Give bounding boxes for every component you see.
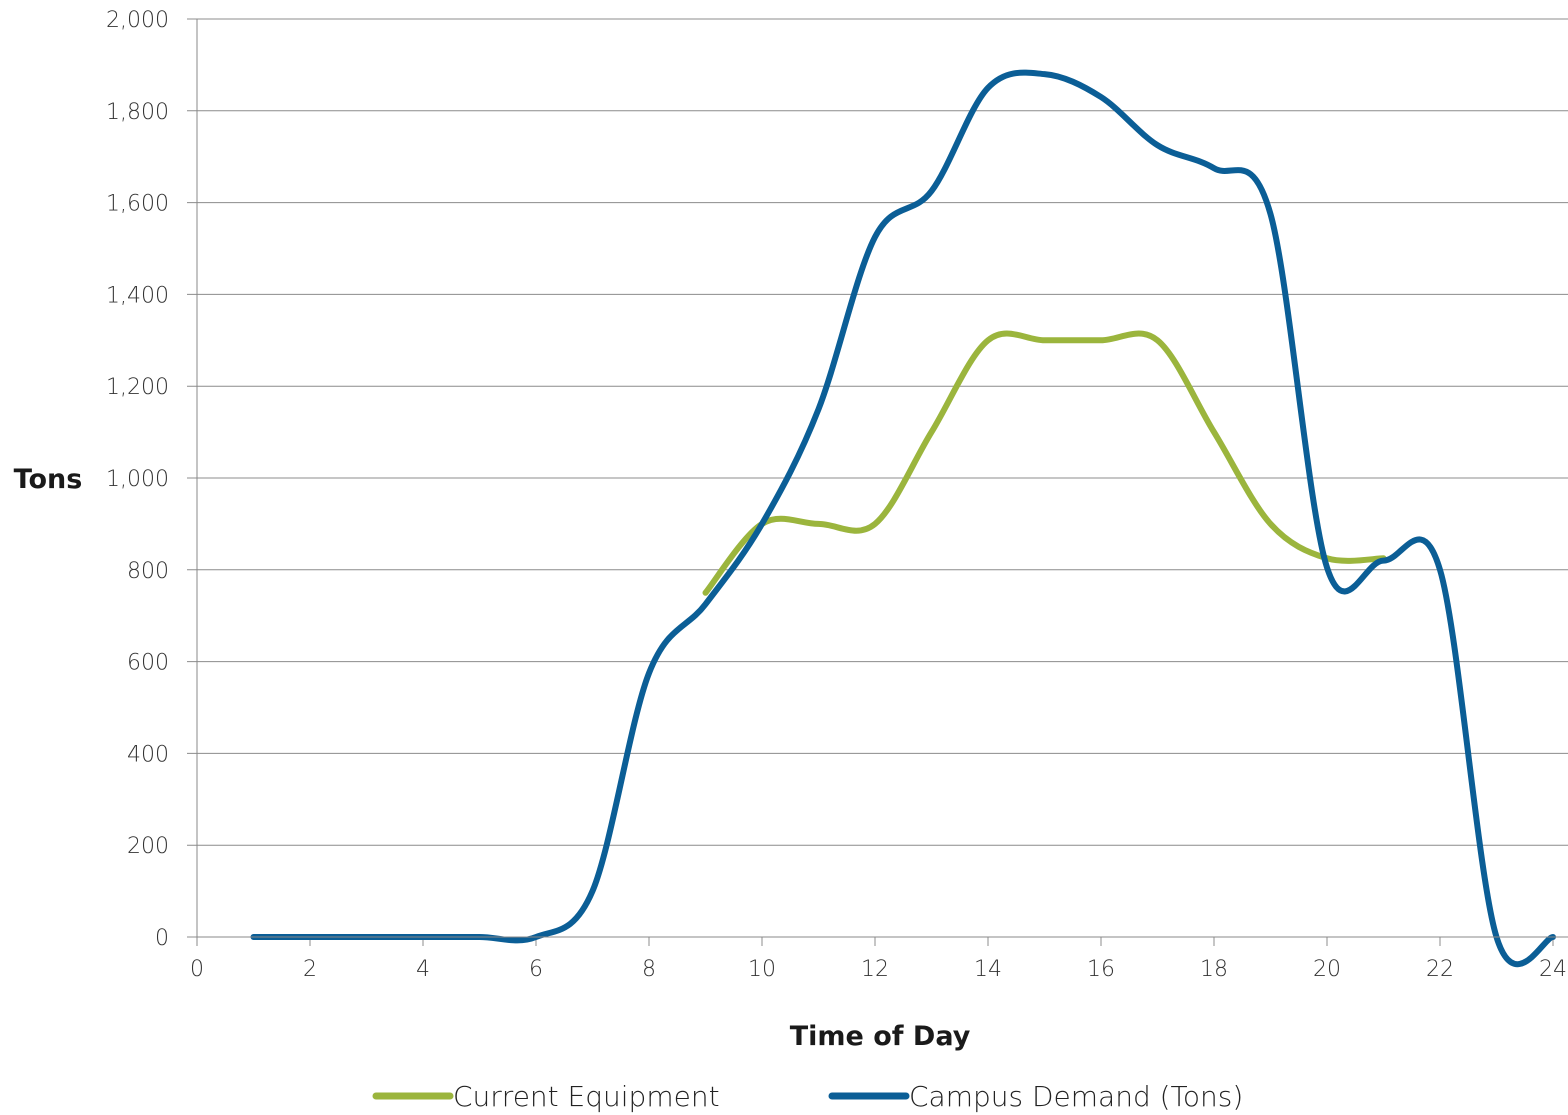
y-axis-title: Tons	[14, 464, 83, 495]
legend-label-current-equipment: Current Equipment	[453, 1080, 720, 1113]
x-tick-label: 24	[1539, 957, 1567, 982]
y-tick-label: 800	[127, 559, 169, 584]
y-tick-label: 0	[155, 926, 169, 951]
legend-label-campus-demand: Campus Demand (Tons)	[909, 1080, 1243, 1113]
x-axis-ticks: 0 2 4 6 8 10 12 14 16 18 20 22 24	[190, 937, 1567, 982]
y-tick-label: 1,000	[106, 467, 169, 492]
y-tick-label: 400	[127, 742, 169, 767]
x-tick-label: 20	[1313, 957, 1341, 982]
x-tick-label: 4	[416, 957, 430, 982]
x-tick-label: 6	[529, 957, 543, 982]
x-tick-label: 10	[748, 957, 776, 982]
series-line-campus-demand	[250, 69, 1556, 968]
x-tick-label: 14	[974, 957, 1002, 982]
y-tick-label: 200	[127, 834, 169, 859]
legend: Current Equipment Campus Demand (Tons)	[372, 1080, 1243, 1113]
x-tick-label: 22	[1426, 957, 1454, 982]
series-line-current-equipment	[702, 330, 1387, 596]
y-axis-ticks: 0 200 400 600 800 1,000 1,200 1,400 1,600 1,800 2,…	[106, 8, 169, 951]
y-tick-label: 2,000	[106, 8, 169, 33]
gridlines	[187, 18, 1568, 938]
y-tick-label: 1,200	[106, 375, 169, 400]
x-tick-label: 12	[861, 957, 889, 982]
x-tick-label: 0	[190, 957, 204, 982]
x-tick-label: 8	[642, 957, 656, 982]
y-tick-label: 1,600	[106, 192, 169, 217]
y-tick-label: 1,400	[106, 283, 169, 308]
x-tick-label: 18	[1200, 957, 1228, 982]
y-tick-label: 600	[127, 651, 169, 676]
x-tick-label: 16	[1087, 957, 1115, 982]
x-tick-label: 2	[303, 957, 317, 982]
y-tick-label: 1,800	[106, 100, 169, 125]
x-axis-title: Time of Day	[790, 1021, 971, 1052]
series-lines	[250, 69, 1556, 968]
